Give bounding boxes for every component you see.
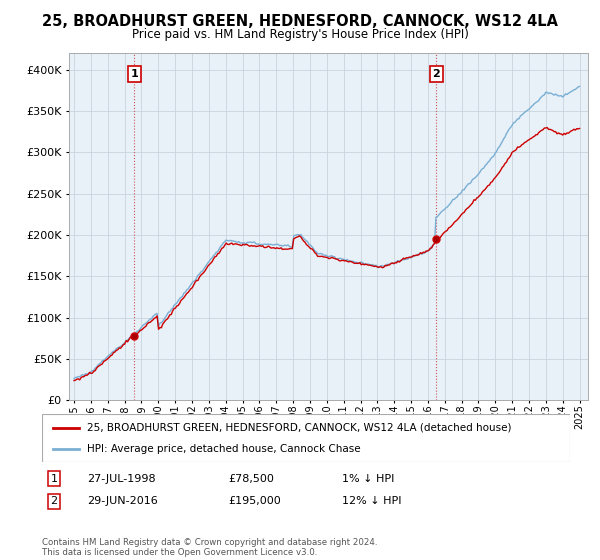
Text: £78,500: £78,500: [228, 474, 274, 484]
Text: 25, BROADHURST GREEN, HEDNESFORD, CANNOCK, WS12 4LA: 25, BROADHURST GREEN, HEDNESFORD, CANNOC…: [42, 14, 558, 29]
Text: 29-JUN-2016: 29-JUN-2016: [87, 496, 158, 506]
Text: 1: 1: [131, 69, 138, 79]
Text: 12% ↓ HPI: 12% ↓ HPI: [342, 496, 401, 506]
Text: 1% ↓ HPI: 1% ↓ HPI: [342, 474, 394, 484]
Text: Contains HM Land Registry data © Crown copyright and database right 2024.
This d: Contains HM Land Registry data © Crown c…: [42, 538, 377, 557]
Text: 27-JUL-1998: 27-JUL-1998: [87, 474, 155, 484]
Text: 2: 2: [50, 496, 58, 506]
Text: 2: 2: [433, 69, 440, 79]
Text: 1: 1: [50, 474, 58, 484]
Text: £195,000: £195,000: [228, 496, 281, 506]
Text: HPI: Average price, detached house, Cannock Chase: HPI: Average price, detached house, Cann…: [87, 444, 361, 454]
Text: 25, BROADHURST GREEN, HEDNESFORD, CANNOCK, WS12 4LA (detached house): 25, BROADHURST GREEN, HEDNESFORD, CANNOC…: [87, 423, 511, 433]
Text: Price paid vs. HM Land Registry's House Price Index (HPI): Price paid vs. HM Land Registry's House …: [131, 28, 469, 41]
FancyBboxPatch shape: [42, 414, 570, 462]
